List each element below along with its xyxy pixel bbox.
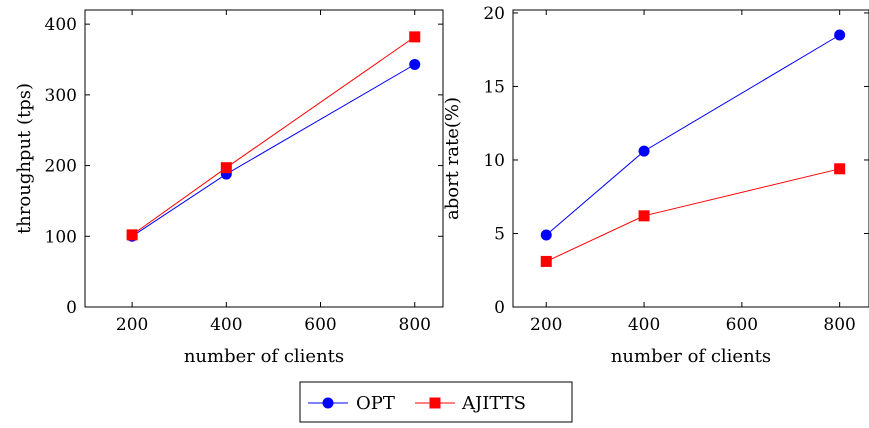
x-tick-label: 600 [304,315,336,335]
y-tick-label: 20 [483,4,505,24]
y-tick-label: 0 [494,298,505,318]
legend-marker-ajitts [429,397,441,409]
series-line-ajitts [131,36,415,236]
x-tick-label: 400 [628,315,660,335]
x-tick-label: 200 [116,315,148,335]
point-opt [834,29,846,41]
point-ajitts [638,210,650,222]
series-line-opt [131,64,415,237]
y-tick-label: 200 [45,157,77,177]
throughput-chart: 200 400 600 800 0 100 200 300 400 number of clien… [14,9,444,367]
x-axis-label: number of clients [611,346,771,367]
plot-area [512,9,869,308]
y-tick-label: 300 [45,86,77,106]
point-opt [409,58,421,70]
y-tick-label: 400 [45,15,77,35]
point-opt [540,229,552,241]
y-axis-label: throughput (tps) [14,83,35,234]
point-ajitts [834,163,846,175]
y-tick-label: 15 [483,77,505,97]
series-line-ajitts [546,168,840,262]
point-ajitts [126,229,138,241]
y-tick-label: 5 [494,224,505,244]
y-tick-label: 100 [45,227,77,247]
legend-label-ajitts: AJITTS [461,393,526,414]
legend: OPT AJITTS [299,381,573,423]
x-tick-label: 400 [210,315,242,335]
y-tick-label: 10 [483,151,505,171]
x-tick-label: 800 [399,315,431,335]
point-ajitts [220,162,232,174]
legend-marker-opt [322,397,334,409]
legend-label-opt: OPT [356,393,395,414]
point-opt [638,145,650,157]
y-axis-label: abort rate(%) [442,97,463,220]
abort-rate-chart: 200 400 600 800 0 5 10 15 20 number of clients abo… [442,4,869,367]
point-ajitts [540,255,552,267]
plot-area [84,9,444,308]
point-ajitts [409,31,421,43]
x-tick-label: 800 [823,315,855,335]
x-tick-label: 600 [726,315,758,335]
series-line-opt [545,34,840,236]
y-tick-label: 0 [66,298,77,318]
x-tick-label: 200 [530,315,562,335]
x-axis-label: number of clients [184,346,344,367]
